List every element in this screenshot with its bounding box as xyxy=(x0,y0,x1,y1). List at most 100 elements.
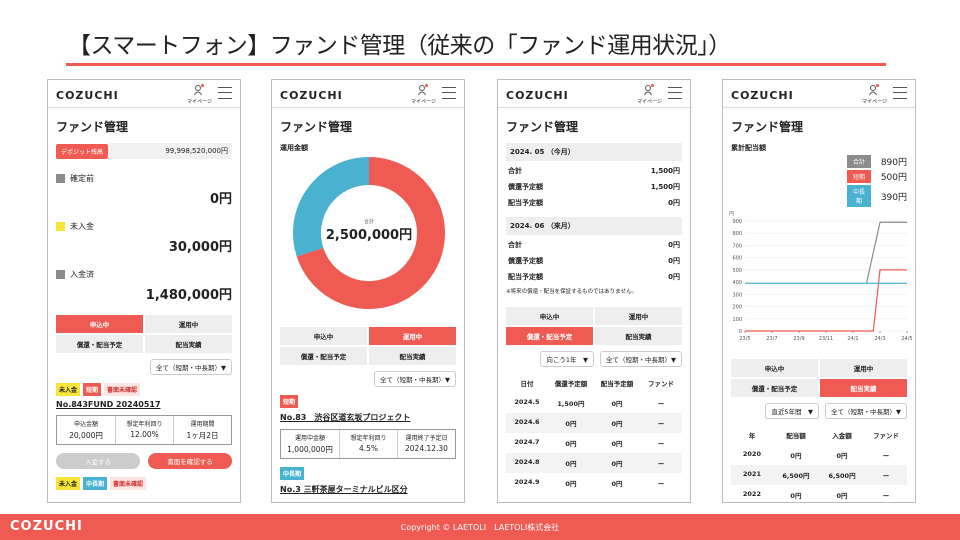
cell: 6,500円 xyxy=(782,472,810,480)
filter-select[interactable]: 全て（短期・中長期）▼ xyxy=(374,371,456,387)
info-label: 想定年利回り xyxy=(350,435,387,442)
selectors: 全て（短期・中長期）▼ xyxy=(56,359,232,375)
cell: 0円 xyxy=(565,440,577,448)
page-heading: ファンド管理 xyxy=(731,120,804,134)
brand-logo: COZUCHI xyxy=(731,89,794,102)
line-series xyxy=(865,221,907,284)
fund-info: 運用中金額 1,000,000円 想定年利回り 4.5% 運用終了予定日 2024.12.… xyxy=(280,429,456,459)
filter-select[interactable]: 全て（短期・中長期）▼ xyxy=(600,351,682,367)
period-select[interactable]: 向こう1年 ▼ xyxy=(540,351,594,367)
mypage-icon[interactable] xyxy=(644,84,654,96)
mypage-label[interactable]: マイページ xyxy=(187,99,212,105)
badge: 書面未確認 xyxy=(110,477,147,490)
period-select[interactable]: 直近5年間 ▼ xyxy=(765,403,819,419)
cell: 1,500円 xyxy=(557,400,585,408)
row-label: 償還予定額 xyxy=(508,183,543,191)
brand-logo: COZUCHI xyxy=(280,89,343,102)
mypage-icon[interactable] xyxy=(869,84,879,96)
menu-icon[interactable] xyxy=(442,87,456,99)
info-value: 20,000円 xyxy=(69,431,103,440)
fund-name[interactable]: No.843FUND 20240517 xyxy=(56,400,161,409)
tab[interactable]: 償還・配当予定 xyxy=(506,327,593,345)
mypage-label[interactable]: マイページ xyxy=(637,99,662,105)
donut-segment xyxy=(296,157,445,309)
tab[interactable]: 配当実績 xyxy=(145,335,232,353)
person-icon xyxy=(644,84,654,96)
disclaimer: ※将来の償還・配当を保証するものではありません。 xyxy=(506,289,637,295)
x-tick-label: 24/3 xyxy=(874,336,885,342)
row-label: 合計 xyxy=(508,167,522,175)
header-cell: ファンド xyxy=(873,432,900,440)
status-swatch xyxy=(56,174,65,183)
section-row: 合計 1,500円 xyxy=(508,163,680,179)
cell: 0円 xyxy=(790,452,802,460)
legend-item: 合計 890円 xyxy=(731,155,907,168)
tab[interactable]: 申込中 xyxy=(506,307,593,325)
row-value: 1,500円 xyxy=(650,167,680,175)
menu-icon[interactable] xyxy=(218,87,232,99)
tab[interactable]: 運用中 xyxy=(369,327,456,345)
tab[interactable]: 申込中 xyxy=(56,315,143,333)
tab[interactable]: 運用中 xyxy=(820,359,907,377)
info-cell: 申込金額 20,000円 xyxy=(57,416,115,444)
menu-icon[interactable] xyxy=(893,87,907,99)
page-heading: ファンド管理 xyxy=(280,120,353,134)
x-tick-label: 24/1 xyxy=(847,336,858,342)
tab[interactable]: 償還・配当予定 xyxy=(56,335,143,353)
table-row: 2024.6 0円 0円 ー xyxy=(506,413,682,433)
cell: 0円 xyxy=(565,420,577,428)
tab[interactable]: 運用中 xyxy=(145,315,232,333)
row-label: 合計 xyxy=(508,241,522,249)
cell: 0円 xyxy=(611,480,623,488)
header-cell: 年 xyxy=(748,432,756,440)
cell: 0円 xyxy=(836,492,848,500)
status-value: 30,000円 xyxy=(168,240,232,255)
table-header: 日付 償還予定額 配当予定額 ファンド xyxy=(506,373,682,393)
mypage-icon[interactable] xyxy=(418,84,428,96)
status-label-row: 入金済 xyxy=(56,269,232,280)
fund-info: 申込金額 20,000円 想定年利回り 12.00% 運用期間 1ヶ月2日 xyxy=(56,415,232,445)
x-tick-label: 23/9 xyxy=(793,336,804,342)
brand-logo: COZUCHI xyxy=(56,89,119,102)
status-label: 未入金 xyxy=(70,222,94,231)
header-cell: 配当額 xyxy=(786,432,806,440)
tab[interactable]: 運用中 xyxy=(595,307,682,325)
tab[interactable]: 配当実績 xyxy=(369,347,456,365)
legend-value: 390円 xyxy=(880,192,907,203)
legend-value: 890円 xyxy=(880,158,907,168)
cell: 2020 xyxy=(742,450,761,458)
status-label-row: 確定前 xyxy=(56,173,232,184)
fund-name[interactable]: No.3 三軒茶屋ターミナルビル区分 xyxy=(280,485,408,494)
y-tick-label: 500 xyxy=(732,268,742,274)
y-tick-label: 0 xyxy=(739,329,742,335)
mypage-icon[interactable] xyxy=(194,84,204,96)
tab[interactable]: 申込中 xyxy=(731,359,818,377)
tab[interactable]: 申込中 xyxy=(280,327,367,345)
tab[interactable]: 償還・配当予定 xyxy=(280,347,367,365)
y-tick-label: 200 xyxy=(732,305,742,311)
mypage-label[interactable]: マイページ xyxy=(411,99,436,105)
x-tick-label: 24/5 xyxy=(901,336,912,342)
cell: 6,500円 xyxy=(828,472,856,480)
tab[interactable]: 配当実績 xyxy=(595,327,682,345)
button[interactable]: 書面を確認する xyxy=(148,453,232,469)
table-row: 2021 6,500円 6,500円 ー xyxy=(731,465,907,485)
badge-row: 未入金 中長期 書面未確認 xyxy=(56,477,232,490)
mypage-label[interactable]: マイページ xyxy=(862,99,887,105)
phone-screen: COZUCHI マイページ ファンド管理 2024. 05 （今月） 合計 1,500円償… xyxy=(497,79,691,503)
cell: 2021 xyxy=(742,470,761,478)
fund-name[interactable]: No.83 渋谷区道玄坂プロジェクト xyxy=(280,413,411,422)
tab[interactable]: 配当実績 xyxy=(820,379,907,397)
cell: ー xyxy=(882,492,890,500)
deposit-label: デポジット残高 xyxy=(56,143,109,159)
cell: ー xyxy=(657,480,665,488)
filter-select[interactable]: 全て（短期・中長期）▼ xyxy=(150,359,232,375)
filter-select[interactable]: 全て（短期・中長期）▼ xyxy=(825,403,907,419)
cell: 2024.6 xyxy=(514,418,540,426)
tab[interactable]: 償還・配当予定 xyxy=(731,379,818,397)
menu-icon[interactable] xyxy=(668,87,682,99)
badge: 短期 xyxy=(83,383,102,396)
phone-screen: COZUCHI マイページ ファンド管理 デポジット残高 99,998,520,000円… xyxy=(47,79,241,503)
button[interactable]: 入金する xyxy=(56,453,140,469)
row-label: 配当予定額 xyxy=(508,273,543,281)
